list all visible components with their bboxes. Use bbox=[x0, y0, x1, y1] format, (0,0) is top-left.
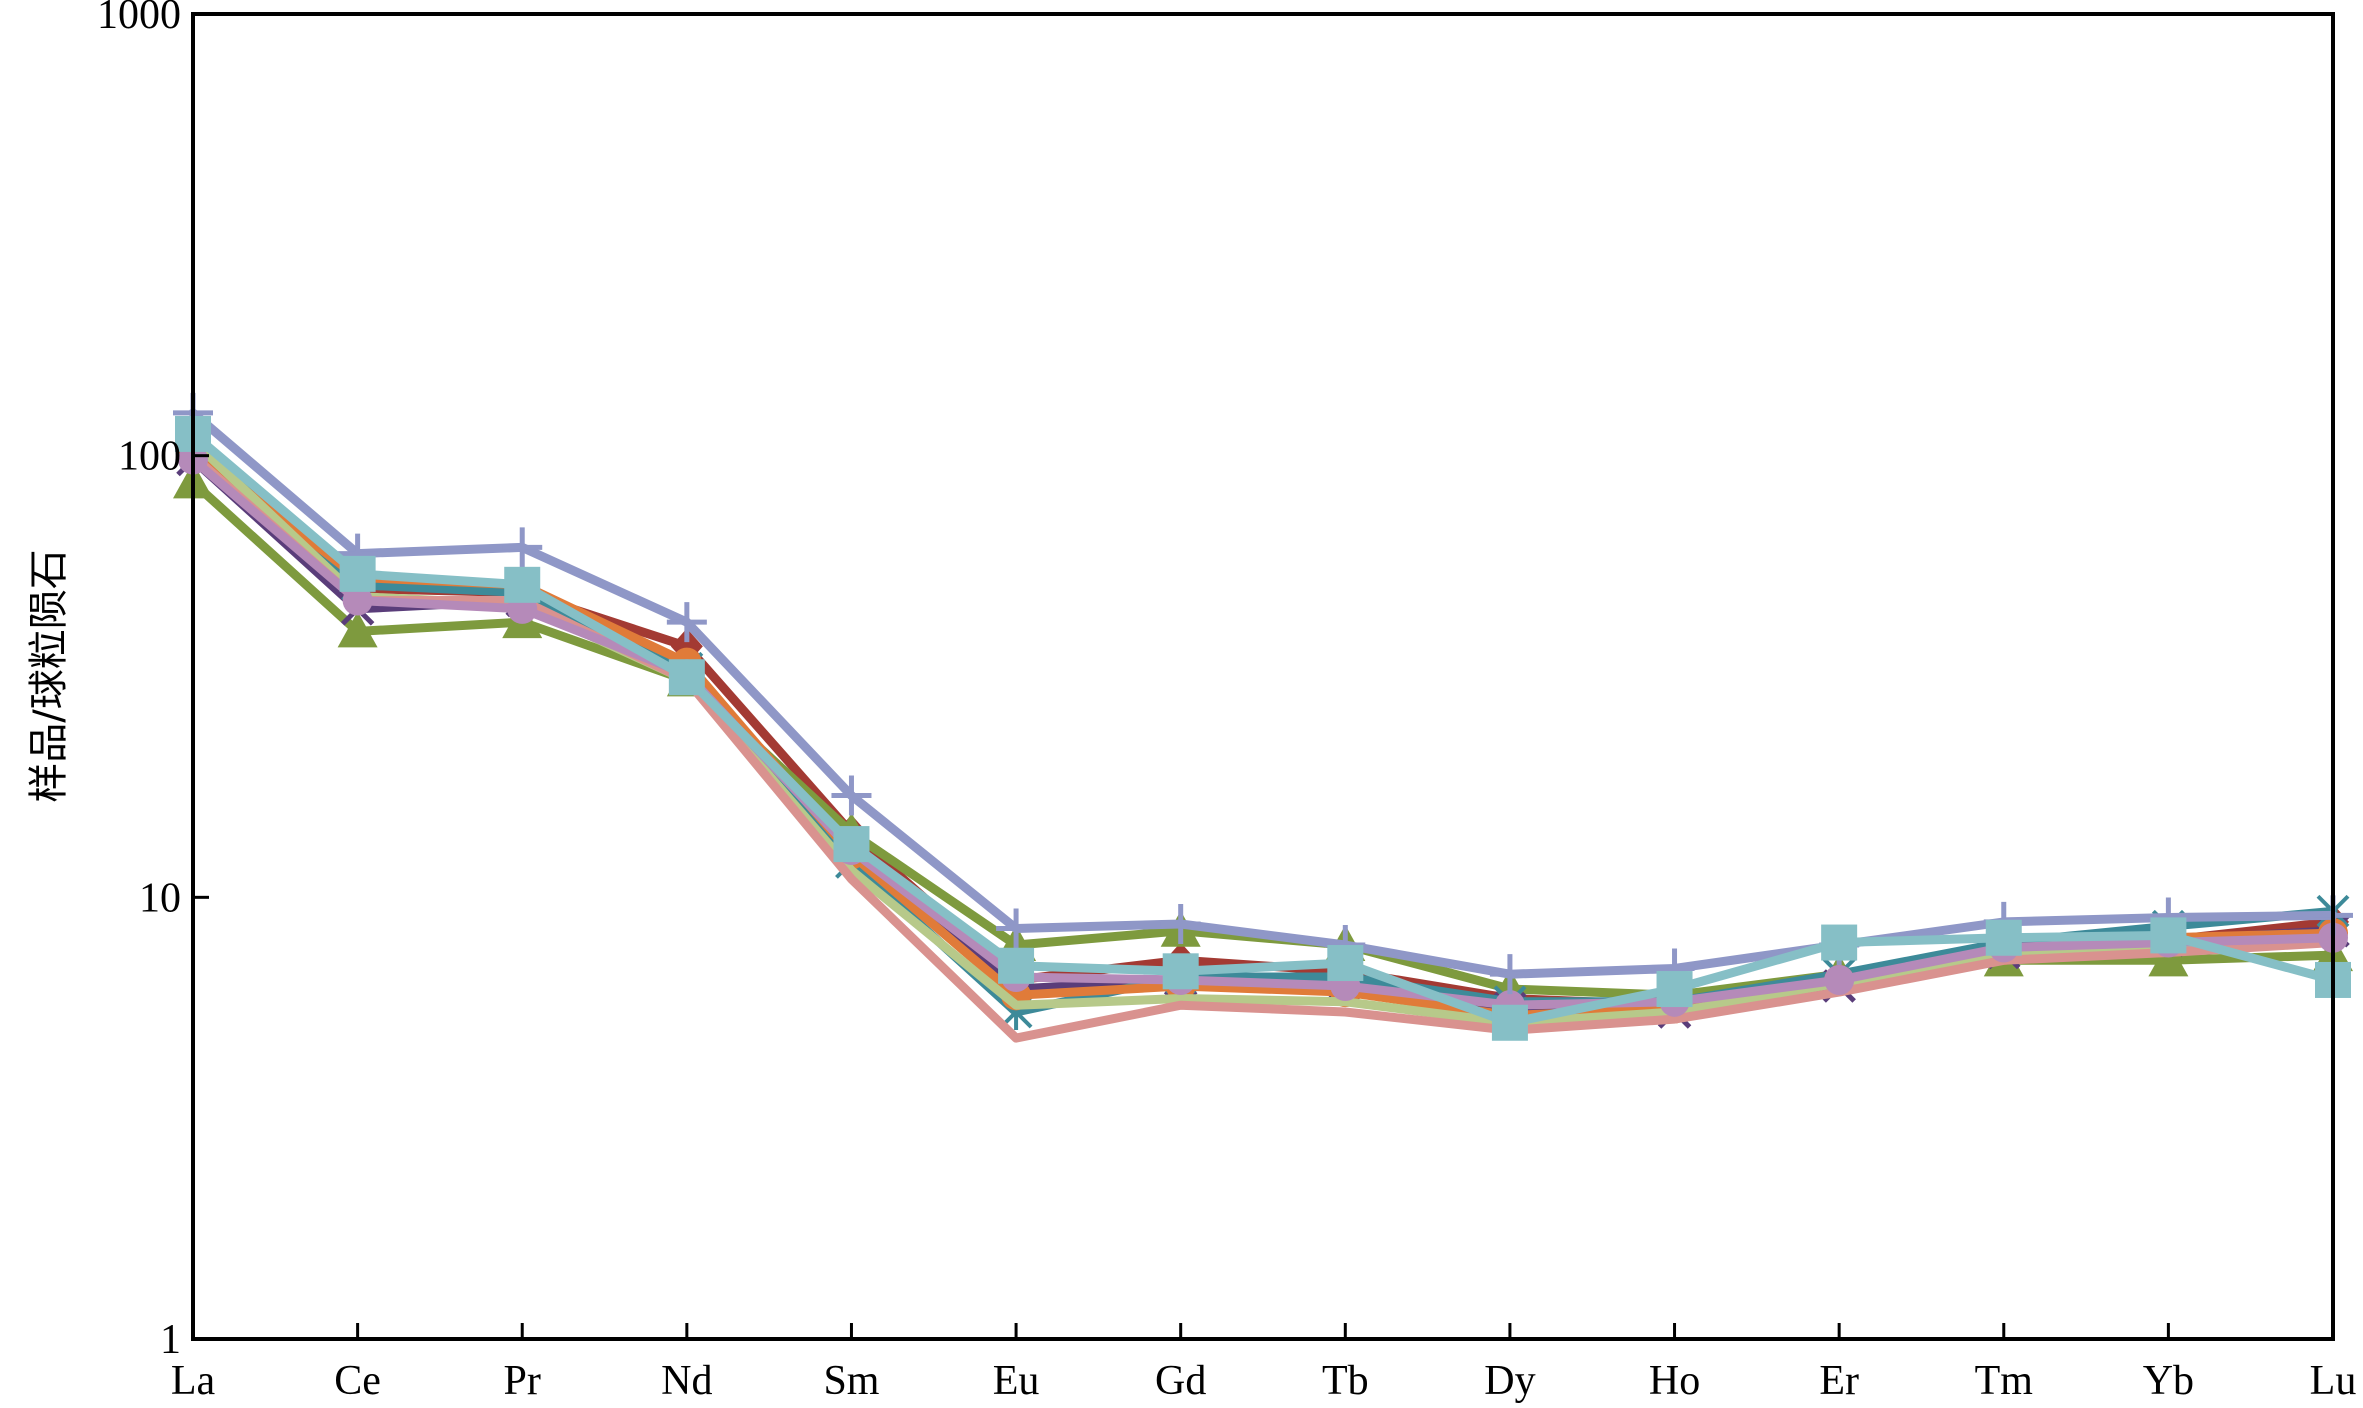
x-tick-label: Lu bbox=[2310, 1358, 2357, 1404]
data-point bbox=[1177, 995, 1184, 1002]
y-axis: 1 10 100 1000 bbox=[97, 0, 209, 1363]
series-line bbox=[188, 408, 2338, 979]
data-point bbox=[668, 659, 705, 696]
data-point bbox=[339, 555, 376, 592]
data-point bbox=[1160, 904, 1201, 945]
data-point bbox=[1342, 1009, 1349, 1016]
data-point bbox=[1491, 1004, 1528, 1041]
data-point bbox=[1327, 945, 1364, 982]
data-point bbox=[1013, 1035, 1020, 1042]
series-line bbox=[188, 429, 2338, 1028]
data-point bbox=[1013, 1002, 1020, 1009]
data-point bbox=[1489, 954, 1530, 995]
data-point bbox=[337, 611, 378, 648]
data-point bbox=[996, 908, 1037, 949]
data-point bbox=[831, 775, 872, 816]
y-tick-label: 1 bbox=[160, 1317, 181, 1363]
x-tick-label: Dy bbox=[1484, 1358, 1535, 1404]
data-point bbox=[1985, 919, 2022, 956]
y-tick-label: 1000 bbox=[97, 0, 181, 38]
x-tick-label: Nd bbox=[661, 1358, 712, 1404]
x-tick-label: Eu bbox=[993, 1358, 1040, 1404]
x-tick-label: Yb bbox=[2143, 1358, 2194, 1404]
x-tick-label: Ho bbox=[1649, 1358, 1700, 1404]
data-point bbox=[1824, 964, 1855, 995]
x-tick-label: Tm bbox=[1975, 1358, 2034, 1404]
x-tick-label: Gd bbox=[1155, 1358, 1206, 1404]
plot-frame bbox=[191, 12, 2335, 1341]
data-point bbox=[342, 585, 373, 616]
y-tick-label: 10 bbox=[139, 875, 181, 921]
series-layer bbox=[173, 392, 2353, 1043]
series-line bbox=[188, 455, 2338, 1010]
x-tick-label: Ce bbox=[334, 1358, 381, 1404]
y-tick-label: 100 bbox=[118, 434, 181, 480]
data-point bbox=[1656, 971, 1693, 1008]
data-point bbox=[666, 602, 707, 643]
data-point bbox=[998, 947, 1035, 984]
y-axis-label: 样品/球粒陨石 bbox=[26, 549, 72, 802]
x-tick-label: Sm bbox=[823, 1358, 879, 1404]
data-point bbox=[833, 826, 870, 863]
series-9 bbox=[173, 392, 2353, 995]
x-tick-label: Er bbox=[1819, 1358, 1859, 1404]
data-point bbox=[502, 527, 543, 568]
series-line bbox=[188, 451, 2338, 1043]
data-point bbox=[2148, 940, 2189, 977]
data-point bbox=[1671, 1016, 1678, 1023]
series-10 bbox=[175, 415, 2351, 1041]
x-tick-label: La bbox=[171, 1358, 216, 1404]
data-point bbox=[1177, 1002, 1184, 1009]
x-tick-label: Tb bbox=[1322, 1358, 1369, 1404]
x-tick-label: Pr bbox=[504, 1358, 541, 1404]
data-point bbox=[504, 566, 541, 603]
x-axis: La Ce Pr Nd Sm Eu Gd Tb Dy Ho Er Tm Yb Lu bbox=[171, 1323, 2356, 1404]
data-point bbox=[1162, 953, 1199, 990]
data-point bbox=[2150, 917, 2187, 954]
data-point bbox=[848, 876, 855, 883]
data-point bbox=[1821, 924, 1858, 961]
